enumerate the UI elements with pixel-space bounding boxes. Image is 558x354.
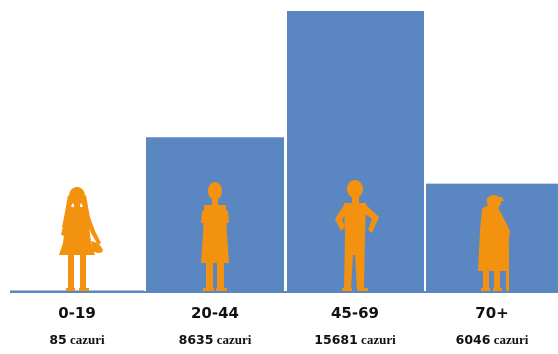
man-silhouette-icon xyxy=(335,180,379,291)
girl-silhouette-icon xyxy=(59,187,103,291)
case-count-label-70+: 6046 cazuri xyxy=(456,332,529,347)
woman-silhouette-icon xyxy=(201,182,229,291)
case-count-label-45-69: 15681 cazuri xyxy=(314,332,396,347)
elderly-woman-with-cane-icon xyxy=(478,195,510,291)
category-label-70+: 70+ xyxy=(475,304,508,322)
category-label-0-19: 0-19 xyxy=(58,304,96,322)
category-label-45-69: 45-69 xyxy=(331,304,379,322)
case-count-labels: 85 cazuri 8635 cazuri 15681 cazuri 6046 caz… xyxy=(49,332,528,347)
case-count-label-0-19: 85 cazuri xyxy=(49,332,105,347)
category-label-20-44: 20-44 xyxy=(191,304,239,322)
category-labels: 0-19 20-44 45-69 70+ xyxy=(58,304,509,322)
case-count-label-20-44: 8635 cazuri xyxy=(179,332,252,347)
icons-group xyxy=(59,180,510,291)
